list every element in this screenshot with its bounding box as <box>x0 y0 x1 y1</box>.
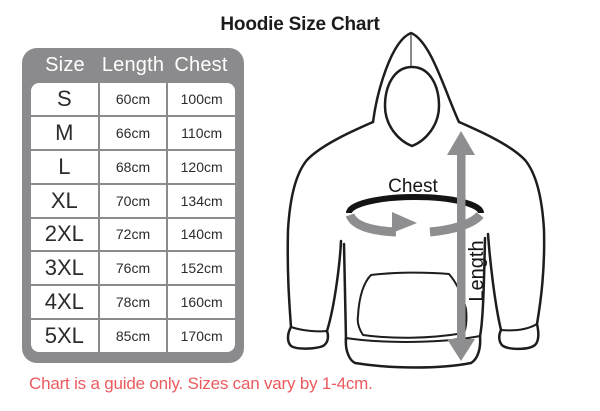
chest-ring-gray-arc-right <box>429 211 484 237</box>
length-arrow <box>447 131 475 361</box>
left-sleeve-outline <box>286 120 375 329</box>
size-table: Size Length Chest S 60cm 100cm M 66cm 11… <box>22 48 244 363</box>
size-cell: 3XL <box>31 252 98 285</box>
size-cell: M <box>31 116 98 149</box>
chest-ring-gray-arc-left <box>345 212 397 237</box>
page-title: Hoodie Size Chart <box>220 14 380 35</box>
length-arrowhead-bottom <box>447 339 475 361</box>
length-cell: 76cm <box>99 252 167 285</box>
hoodie-diagram <box>286 31 546 369</box>
left-sleeve-inner-line <box>325 239 343 333</box>
chest-measure-label: Chest <box>388 176 438 197</box>
length-arrowhead-top <box>447 131 475 155</box>
right-sleeve-outline <box>457 120 546 326</box>
col-header-length: Length <box>101 54 165 76</box>
chest-cell: 134cm <box>168 184 235 217</box>
pocket-outline <box>356 271 468 339</box>
size-cell: 4XL <box>31 286 98 319</box>
size-cell: 5XL <box>31 320 98 352</box>
col-header-chest: Chest <box>174 54 228 76</box>
size-cell: L <box>31 150 98 183</box>
length-arrow-shaft <box>457 153 466 340</box>
hood-outline <box>371 31 461 124</box>
disclaimer-note: Chart is a guide only. Sizes can vary by… <box>29 374 373 393</box>
length-cell: 70cm <box>99 184 167 217</box>
chest-cell: 120cm <box>168 150 235 183</box>
length-cell: 66cm <box>99 116 167 149</box>
left-body-edge <box>342 242 348 342</box>
length-cell: 85cm <box>99 320 167 352</box>
size-table-header: Size Length Chest <box>31 48 235 83</box>
length-cell: 78cm <box>99 286 167 319</box>
size-cell: S <box>31 83 98 115</box>
size-cell: XL <box>31 184 98 217</box>
size-table-body: S 60cm 100cm M 66cm 110cm L 68cm 120cm X… <box>31 83 235 352</box>
length-cell: 60cm <box>99 83 167 115</box>
right-sleeve-inner-line <box>486 232 503 332</box>
right-cuff <box>498 322 540 351</box>
chest-cell: 160cm <box>168 286 235 319</box>
length-cell: 68cm <box>99 150 167 183</box>
size-cell: 2XL <box>31 218 98 251</box>
chest-cell: 110cm <box>168 116 235 149</box>
left-cuff-top-line <box>290 326 328 333</box>
length-cell: 72cm <box>99 218 167 251</box>
hem-band <box>344 334 482 369</box>
chest-ring-top-arc <box>346 194 484 214</box>
chest-arrowhead <box>392 212 417 233</box>
chest-cell: 152cm <box>168 252 235 285</box>
right-body-edge <box>478 236 487 338</box>
left-cuff <box>286 325 330 350</box>
chest-cell: 140cm <box>168 218 235 251</box>
chest-cell: 100cm <box>168 83 235 115</box>
right-cuff-top-line <box>500 323 538 332</box>
col-header-size: Size <box>45 54 85 76</box>
length-measure-label: Length <box>466 240 488 302</box>
hem-top-line <box>345 335 481 343</box>
chest-cell: 170cm <box>168 320 235 352</box>
hood-opening <box>383 65 441 148</box>
